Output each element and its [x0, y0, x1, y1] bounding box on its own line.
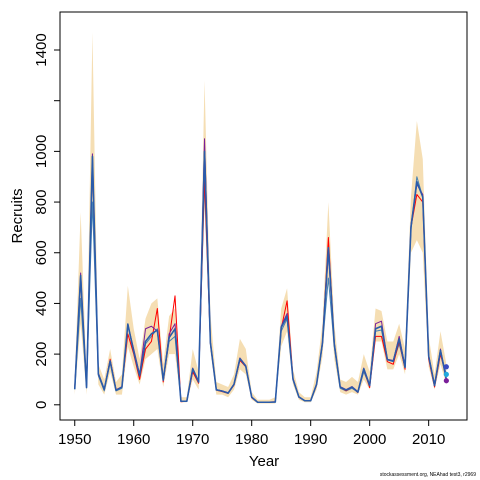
x-tick-label: 1960	[117, 431, 150, 448]
end-point-3	[443, 378, 449, 384]
x-axis: 1950 1960 1970 1980 1990 2000 2010	[58, 420, 445, 448]
y-tick-label: 0	[33, 401, 50, 409]
series-layer	[73, 138, 448, 404]
x-tick-label: 1950	[58, 431, 91, 448]
x-tick-label: 2000	[353, 431, 386, 448]
credit-text: stockassessment.org, NEAhad test3, r2969	[380, 472, 476, 478]
end-point-1	[443, 364, 449, 370]
plot-frame	[59, 11, 468, 421]
end-points-layer	[443, 364, 449, 384]
y-axis: 0 200 400 600 800 1000 1400	[33, 33, 60, 409]
y-tick-label: 200	[33, 342, 50, 367]
y-tick-label: 1400	[33, 33, 50, 66]
y-tick-label: 800	[33, 190, 50, 215]
y-tick-label: 400	[33, 291, 50, 316]
x-tick-label: 1990	[294, 431, 327, 448]
x-tick-label: 1980	[235, 431, 268, 448]
y-tick-label: 600	[33, 240, 50, 265]
x-tick-label: 1970	[176, 431, 209, 448]
end-point-2	[443, 371, 449, 377]
x-axis-title: Year	[249, 453, 279, 470]
x-tick-label: 2010	[412, 431, 445, 448]
y-axis-title: Recruits	[9, 188, 26, 243]
series-line-4	[73, 150, 448, 404]
y-tick-label: 1000	[33, 135, 50, 168]
